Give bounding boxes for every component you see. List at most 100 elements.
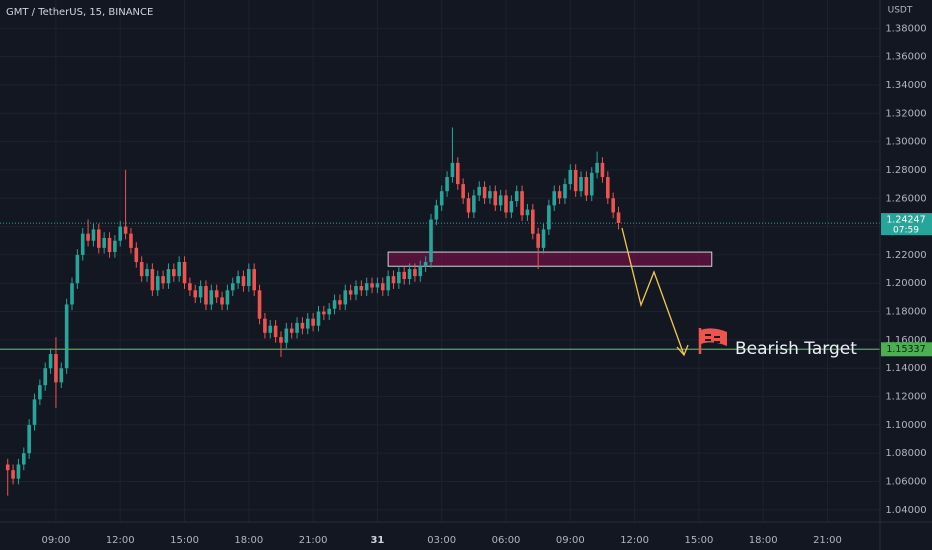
candle-body <box>482 186 487 199</box>
candle-body <box>204 286 208 305</box>
y-tick-label: 1.16000 <box>885 335 926 346</box>
candle-body <box>305 318 310 329</box>
candle-body <box>252 269 256 291</box>
candle-body <box>311 318 315 326</box>
candle-body <box>477 186 482 196</box>
y-tick-label: 1.30000 <box>885 137 926 148</box>
candle-body <box>434 205 439 220</box>
x-tick-label: 21:00 <box>813 535 842 546</box>
candle-body <box>16 464 21 479</box>
candle-body <box>402 271 407 279</box>
y-tick-label: 1.36000 <box>885 52 926 63</box>
candle-body <box>193 290 198 298</box>
candle-body <box>445 177 449 192</box>
y-tick-label: 1.04000 <box>885 505 926 516</box>
candle-body <box>289 328 294 333</box>
candle-body <box>220 297 224 305</box>
y-tick-label: 1.38000 <box>885 23 926 34</box>
candle-body <box>525 209 530 216</box>
candle-body <box>59 368 64 383</box>
x-tick-label: 18:00 <box>234 535 263 546</box>
candle-body <box>268 325 273 333</box>
candle-body <box>455 162 460 185</box>
candle-body <box>322 311 326 315</box>
candle-body <box>70 283 74 305</box>
candle-body <box>332 300 337 309</box>
candle-body <box>418 266 423 277</box>
candle-body <box>32 399 37 425</box>
candle-body <box>139 261 144 277</box>
candle-body <box>616 212 621 224</box>
candle-body <box>563 184 567 199</box>
candle-body <box>80 233 85 255</box>
candle-body <box>188 283 192 291</box>
y-tick-label: 1.06000 <box>885 476 926 487</box>
candle-body <box>11 470 15 479</box>
y-tick-label: 1.20000 <box>885 278 926 289</box>
candle-body <box>113 240 117 253</box>
candle-body <box>423 261 428 267</box>
candle-body <box>498 195 503 206</box>
candle-body <box>214 290 219 298</box>
candle-body <box>541 229 546 248</box>
last-price-badge <box>881 213 932 236</box>
flag-icon <box>698 328 727 354</box>
candle-body <box>450 162 455 178</box>
candle-body <box>198 286 203 298</box>
x-tick-label: 21:00 <box>299 535 328 546</box>
candle-body <box>225 290 230 305</box>
candle-body <box>123 226 128 234</box>
candle-body <box>230 283 235 291</box>
y-tick-label: 1.10000 <box>885 420 926 431</box>
candle-body <box>150 269 155 291</box>
candle-body <box>380 283 385 291</box>
candle-body <box>488 191 492 199</box>
candle-body <box>557 191 562 199</box>
projection-arrow <box>621 227 685 356</box>
candle-body <box>520 191 524 216</box>
candle-body <box>509 201 514 213</box>
countdown-label: 07:59 <box>893 226 919 236</box>
candle-body <box>343 290 348 305</box>
target-badge <box>881 342 932 357</box>
candle-body <box>166 269 171 284</box>
y-tick-label: 1.18000 <box>885 307 926 318</box>
y-tick-label: 1.22000 <box>885 250 926 261</box>
candle-body <box>263 318 267 333</box>
candle-body <box>461 184 465 199</box>
candle-body <box>579 177 583 192</box>
candle-body <box>370 283 374 288</box>
candle-body <box>236 276 240 284</box>
candle-body <box>439 191 444 206</box>
y-tick-label: 1.08000 <box>885 448 926 459</box>
candle-body <box>134 247 139 262</box>
candle-body <box>514 191 519 202</box>
candle-body <box>386 276 390 291</box>
candle-body <box>86 233 90 241</box>
candle-body <box>407 269 412 279</box>
candle-body <box>375 283 380 288</box>
candle-body <box>552 191 557 206</box>
candle-body <box>247 269 251 287</box>
candle-body <box>600 162 605 178</box>
y-tick-label: 1.12000 <box>885 392 926 403</box>
candle-body <box>606 177 610 199</box>
currency-label: USDT <box>888 6 913 16</box>
candle-body <box>118 226 123 241</box>
last-price-label: 1.24247 <box>886 215 925 226</box>
candle-body <box>316 311 321 326</box>
candle-body <box>257 290 262 319</box>
y-tick-label: 1.26000 <box>885 193 926 204</box>
arrow-head <box>676 344 689 357</box>
resistance-zone <box>387 251 713 267</box>
candle-body <box>209 290 214 305</box>
target-label: 1.15337 <box>886 344 925 355</box>
candle-body <box>75 254 80 284</box>
candle-body <box>172 269 176 277</box>
annotation: Bearish Target <box>735 339 857 359</box>
candle-body <box>429 219 433 262</box>
candle-body <box>354 286 358 295</box>
x-tick-label: 03:00 <box>427 535 456 546</box>
candle-body <box>573 169 578 192</box>
